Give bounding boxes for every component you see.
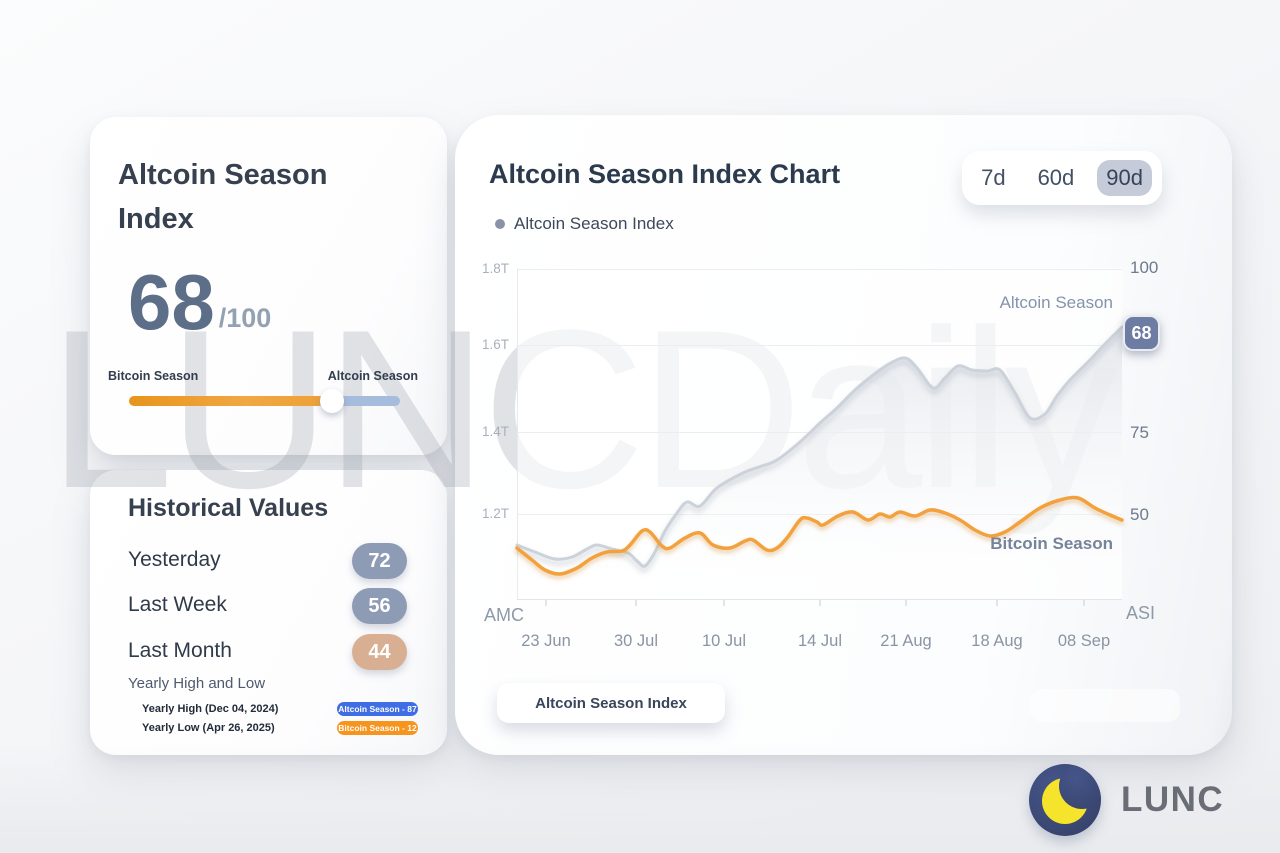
legend-label: Altcoin Season Index (514, 214, 674, 233)
x-axis-tick: 18 Aug (971, 632, 1023, 650)
range-button-90d[interactable]: 90d (1097, 160, 1152, 196)
row-label-yesterday: Yesterday (128, 548, 221, 571)
altcoin-season-area (517, 327, 1122, 600)
row-value-yesterday: 72 (352, 543, 407, 579)
left-axis-tick: 1.8T (481, 261, 509, 276)
time-range-toggle: 7d 60d 90d (962, 151, 1162, 205)
current-value-badge: 68 (1123, 315, 1160, 351)
left-axis-tick: 1.6T (481, 337, 509, 352)
index-score-max: /100 (218, 303, 272, 333)
x-axis-tick: 14 Jul (797, 632, 843, 650)
season-slider[interactable] (129, 389, 400, 413)
chart-legend: Altcoin Season Index (495, 214, 674, 234)
x-axis-tick: 10 Jul (701, 632, 747, 650)
historical-values-title: Historical Values (128, 494, 329, 522)
left-axis-tick: 1.2T (481, 506, 509, 521)
right-axis-tick: 75 (1130, 423, 1149, 442)
bitcoin-season-line (515, 495, 1124, 576)
row-label-last-week: Last Week (128, 593, 227, 616)
slider-labels: Bitcoin Season Altcoin Season (108, 369, 418, 383)
chart-plot-area: 1.8T 1.6T 1.4T 1.2T 100 75 50 23 Jun 30 Jul 10 Ju… (482, 258, 1160, 650)
chart-title: Altcoin Season Index Chart (489, 159, 841, 189)
slider-bitcoin-segment (129, 396, 325, 406)
x-axis-tick: 23 Jun (521, 632, 571, 650)
bitcoin-season-annotation: Bitcoin Season (990, 534, 1113, 553)
range-button-60d[interactable]: 60d (1037, 165, 1075, 190)
yearly-low-label: Yearly Low (Apr 26, 2025) (142, 722, 275, 734)
x-axis-tick: 21 Aug (880, 632, 932, 650)
chart-svg (515, 268, 1124, 606)
range-button-7d[interactable]: 7d (981, 165, 1006, 190)
chart-card: Altcoin Season Index Chart Altcoin Seaso… (455, 115, 1232, 755)
x-axis-tick: 08 Sep (1057, 632, 1111, 650)
footer-tab-altcoin-season-index[interactable]: Altcoin Season Index (497, 683, 725, 723)
x-axis-tick: 30 Jul (613, 632, 659, 650)
row-value-last-week: 56 (352, 588, 407, 624)
left-axis-tick: 1.4T (481, 424, 509, 439)
right-axis-name: ASI (1126, 603, 1156, 623)
score-row: 68 /100 (128, 263, 271, 341)
footer-ghost-button[interactable] (1030, 689, 1180, 722)
altcoin-season-annotation: Altcoin Season (999, 293, 1113, 312)
slider-thumb[interactable] (320, 389, 345, 413)
row-label-last-month: Last Month (128, 639, 232, 662)
lunc-logo-text: LUNC (1121, 780, 1225, 819)
slider-right-label: Altcoin Season (327, 369, 418, 383)
altcoin-season-index-card: Altcoin Season Index 68 /100 Bitcoin Sea… (90, 117, 447, 455)
historical-values-card: Historical Values Yesterday 72 Last Week… (90, 470, 447, 755)
slider-left-label: Bitcoin Season (108, 369, 199, 383)
left-axis-name: AMC (484, 605, 524, 625)
row-value-last-month: 44 (352, 634, 407, 670)
yearly-high-label: Yearly High (Dec 04, 2024) (142, 703, 279, 715)
yearly-high-badge: Altcoin Season - 87 (337, 702, 418, 716)
yearly-high-low-title: Yearly High and Low (128, 675, 266, 692)
yearly-low-badge: Bitcoin Season - 12 (337, 721, 418, 735)
slider-altcoin-segment (340, 396, 400, 406)
right-axis-tick: 50 (1130, 505, 1149, 524)
index-score: 68 (128, 258, 215, 346)
legend-dot-icon (495, 219, 505, 229)
lunc-moon-icon (1029, 764, 1101, 836)
index-card-title: Altcoin Season Index (118, 159, 328, 235)
right-axis-tick: 100 (1130, 258, 1159, 277)
footer-tab-label: Altcoin Season Index (535, 694, 687, 712)
lunc-logo: LUNC (1029, 764, 1224, 836)
